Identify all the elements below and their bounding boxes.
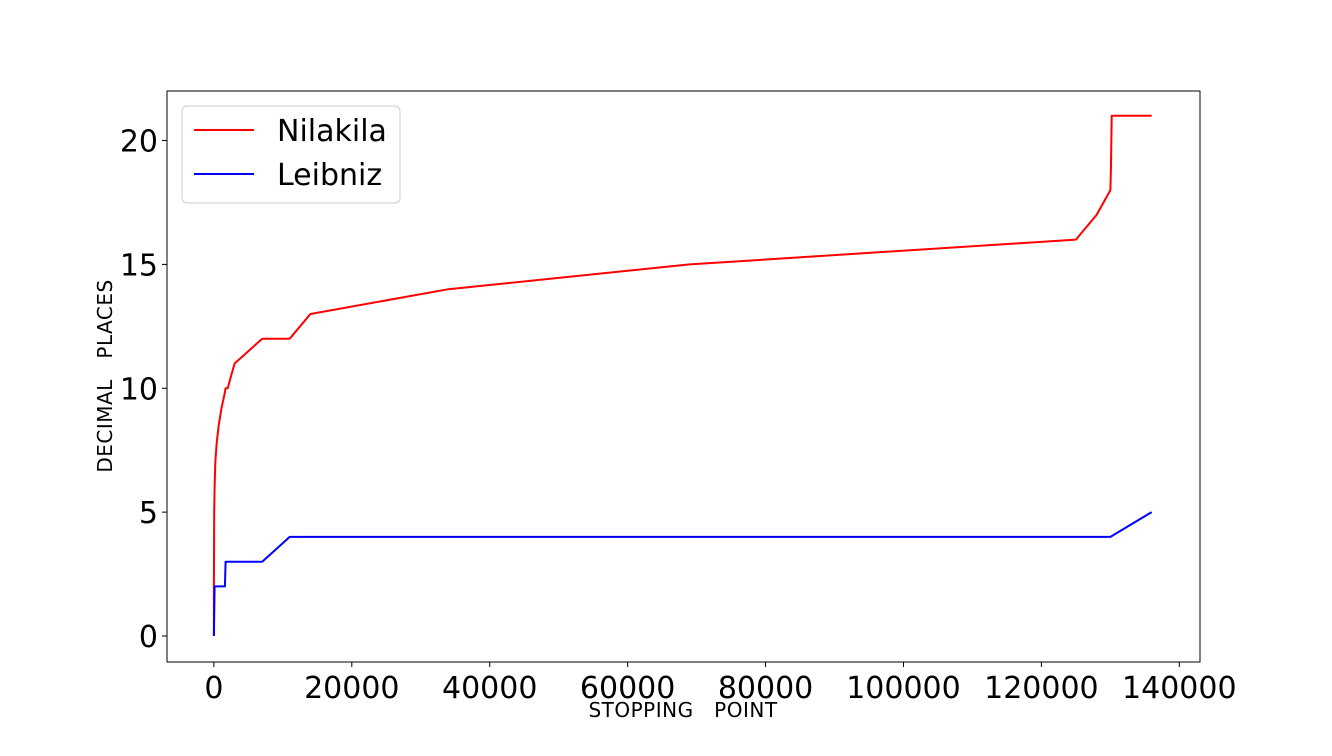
- x-axis-label: STOPPING POINT: [588, 698, 777, 722]
- y-axis-label: DECIMAL PLACES: [93, 279, 117, 472]
- y-tick-label: 15: [120, 248, 158, 283]
- y-tick-label: 20: [120, 125, 158, 160]
- legend: Nilakila Leibniz: [181, 105, 401, 204]
- x-tick-label: 80000: [718, 671, 813, 706]
- legend-entry-nilakila: Nilakila: [277, 114, 387, 149]
- x-tick-label: 20000: [304, 671, 399, 706]
- x-tick-label: 140000: [1122, 671, 1237, 706]
- y-tick-label: 5: [139, 496, 158, 531]
- y-axis-ticks: 0 5 10 15 20: [120, 125, 167, 655]
- plot-frame: [166, 90, 1201, 663]
- x-tick-label: 100000: [846, 671, 961, 706]
- series-line-leibniz: [212, 511, 1153, 637]
- x-tick-label: 120000: [984, 671, 1099, 706]
- y-tick-label: 0: [139, 620, 158, 655]
- x-tick-label: 60000: [580, 671, 675, 706]
- series-line-nilakila: [212, 114, 1152, 636]
- plot-area: [166, 90, 1201, 663]
- x-tick-label: 0: [204, 671, 223, 706]
- x-tick-label: 40000: [442, 671, 537, 706]
- x-axis-ticks: 0 20000 40000 60000 80000 100000 120000 140000: [204, 662, 1237, 706]
- series-layer: [212, 114, 1153, 637]
- y-tick-label: 10: [120, 372, 158, 407]
- legend-entry-leibniz: Leibniz: [277, 158, 382, 193]
